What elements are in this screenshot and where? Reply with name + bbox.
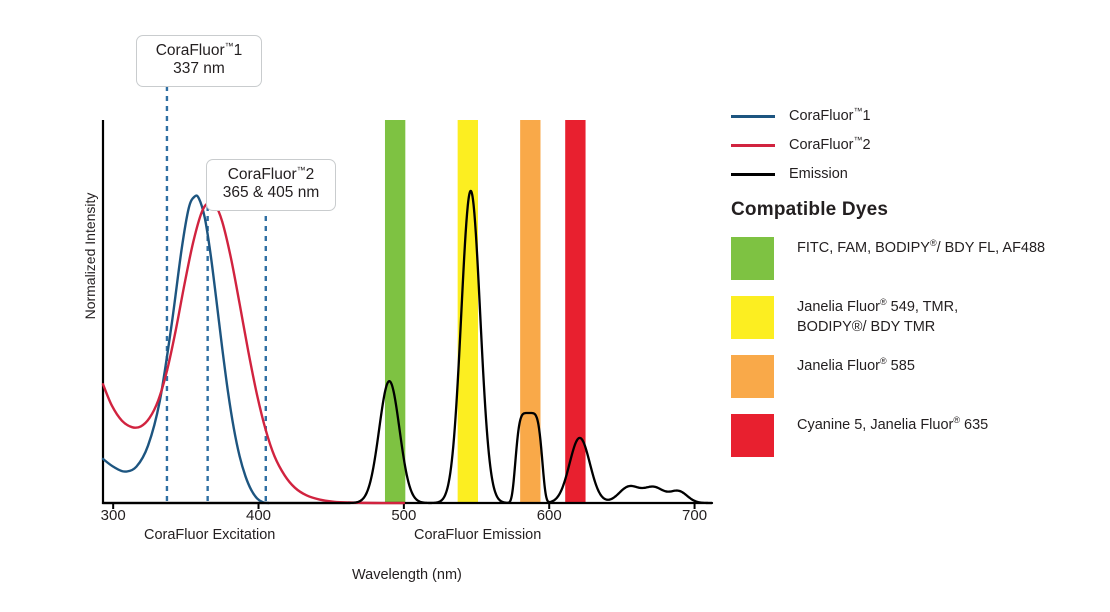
callout-cf1-line2: 337 nm	[173, 60, 225, 78]
callout-corafluor2: CoraFluor™2 365 & 405 nm	[206, 159, 336, 211]
dye-label-line1: Cyanine 5, Janelia Fluor® 635	[797, 415, 989, 433]
trademark-symbol: ™	[853, 106, 863, 117]
x-tick-label-300: 300	[100, 507, 126, 524]
dye-item-label: Janelia Fluor® 549, TMR, BODIPY®/ BDY TMR	[797, 296, 958, 337]
dye-label-line1: Janelia Fluor® 585	[797, 356, 915, 374]
registered-symbol: ®	[880, 356, 887, 367]
x-tick-label-600: 600	[536, 507, 562, 524]
dye-color-swatch	[731, 296, 774, 339]
legend-item-1: CoraFluor™2	[731, 135, 1091, 153]
legend-line-swatch	[731, 172, 775, 176]
trademark-symbol: ™	[296, 164, 306, 175]
legend-item-0: CoraFluor™1	[731, 106, 1091, 124]
curve-emission	[101, 189, 714, 505]
dye-color-swatch	[731, 355, 774, 398]
series-legend: CoraFluor™1 CoraFluor™2 Emission	[731, 106, 1091, 195]
legend-item-2: Emission	[731, 166, 1091, 182]
yellow-band	[457, 120, 478, 503]
dye-item-label: Janelia Fluor® 585	[797, 355, 915, 377]
legend-line-swatch	[731, 143, 775, 147]
dye-color-swatch	[731, 414, 774, 457]
y-axis-label: Normalized Intensity	[82, 192, 98, 320]
x-tick-label-400: 400	[246, 507, 272, 524]
legend-item-label: CoraFluor™1	[789, 106, 871, 124]
x-tick-label-700: 700	[682, 507, 708, 524]
legend-line-swatch	[731, 114, 775, 118]
dye-item-label: Cyanine 5, Janelia Fluor® 635	[797, 414, 988, 436]
note-emission-range: CoraFluor Emission	[414, 527, 542, 543]
registered-symbol: ®	[929, 238, 937, 249]
x-axis-title: Wavelength (nm)	[352, 567, 462, 583]
compatible-dyes-heading: Compatible Dyes	[731, 199, 889, 220]
legend-item-label: Emission	[789, 166, 848, 182]
registered-symbol: ®	[953, 415, 961, 426]
green-band	[384, 120, 406, 503]
compatible-dyes-list: FITC, FAM, BODIPY®/ BDY FL, AF488 Janelia…	[731, 237, 1101, 473]
dye-item-label: FITC, FAM, BODIPY®/ BDY FL, AF488	[797, 237, 1045, 259]
orange-band	[520, 120, 541, 503]
curve-corafluor1	[101, 194, 270, 505]
curve-corafluor2	[101, 200, 406, 505]
dye-item-0: FITC, FAM, BODIPY®/ BDY FL, AF488	[731, 237, 1101, 280]
callout-cf2-line1: CoraFluor™2	[227, 164, 315, 183]
dye-label-line2: BODIPY®/ BDY TMR	[797, 318, 936, 335]
red-band	[565, 120, 586, 503]
note-excitation-range: CoraFluor Excitation	[144, 527, 276, 543]
legend-item-label: CoraFluor™2	[789, 135, 871, 153]
x-tick-label-500: 500	[391, 507, 417, 524]
dye-item-1: Janelia Fluor® 549, TMR, BODIPY®/ BDY TMR	[731, 296, 1101, 339]
dye-label-line1: Janelia Fluor® 549, TMR,	[797, 297, 959, 315]
dye-label-line1: FITC, FAM, BODIPY®/ BDY FL, AF488	[797, 238, 1046, 256]
dye-item-3: Cyanine 5, Janelia Fluor® 635	[731, 414, 1101, 457]
dye-item-2: Janelia Fluor® 585	[731, 355, 1101, 398]
callout-cf1-line1: CoraFluor™1	[155, 40, 243, 59]
registered-symbol: ®	[880, 297, 887, 308]
dye-color-swatch	[731, 237, 774, 280]
axis-lines	[101, 120, 712, 505]
trademark-symbol: ™	[224, 40, 234, 51]
callout-corafluor1: CoraFluor™1 337 nm	[136, 35, 262, 87]
trademark-symbol: ™	[853, 135, 863, 146]
callout-cf2-line2: 365 & 405 nm	[222, 184, 320, 202]
